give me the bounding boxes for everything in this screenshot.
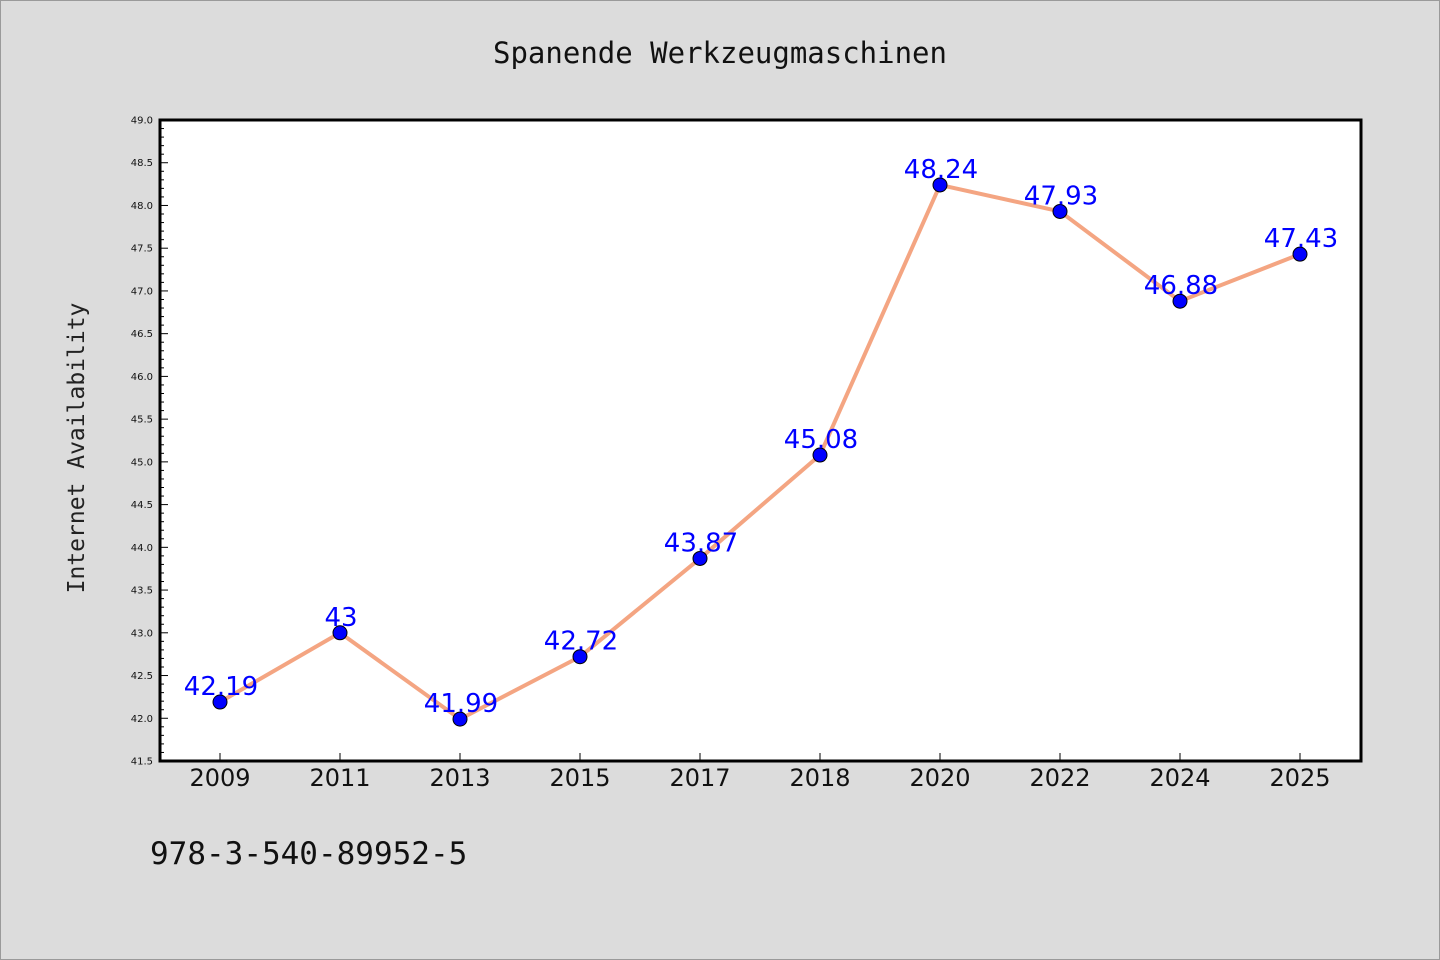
data-point — [452, 711, 468, 727]
data-point — [1052, 203, 1068, 219]
x-tick-label: 2025 — [1269, 764, 1330, 792]
data-label: 41.99 — [424, 689, 498, 719]
y-tick-label: 46.5 — [131, 329, 153, 340]
y-tick-label: 45.0 — [131, 457, 153, 468]
data-point — [332, 625, 348, 641]
data-label: 45.08 — [784, 425, 858, 455]
data-point — [812, 447, 828, 463]
footer-isbn: 978-3-540-89952-5 — [150, 836, 467, 872]
data-label: 43 — [324, 603, 357, 633]
data-point — [1292, 246, 1308, 262]
data-label: 42.19 — [184, 672, 258, 702]
y-tick-label: 44.0 — [131, 543, 153, 554]
y-tick-label: 44.5 — [131, 500, 153, 511]
x-tick-label: 2009 — [189, 764, 250, 792]
x-tick-label: 2013 — [429, 764, 490, 792]
series-layer — [212, 177, 1308, 727]
data-label: 46.88 — [1144, 271, 1218, 301]
chart-title: Spanende Werkzeugmaschinen — [493, 36, 947, 70]
x-tick-label: 2011 — [309, 764, 370, 792]
data-point — [932, 177, 948, 193]
data-point — [1172, 293, 1188, 309]
y-tick-label: 46.0 — [131, 372, 153, 383]
y-tick-label: 42.0 — [131, 714, 153, 725]
x-tick-label: 2018 — [789, 764, 850, 792]
plot-border — [158, 118, 1363, 763]
data-label: 47.43 — [1264, 224, 1338, 254]
y-tick-label: 48.5 — [131, 158, 153, 169]
y-tick-label: 42.5 — [131, 671, 153, 682]
x-tick-label: 2020 — [909, 764, 970, 792]
y-tick-label: 48.0 — [131, 201, 153, 212]
y-axis-label: Internet Availability — [64, 303, 90, 594]
x-tick-label: 2015 — [549, 764, 610, 792]
data-label: 42.72 — [544, 627, 618, 657]
y-tick-label: 43.5 — [131, 586, 153, 597]
data-point — [692, 550, 708, 566]
y-tick-label: 41.5 — [131, 757, 153, 768]
data-point — [572, 649, 588, 665]
data-label-layer: 42.19 43 41.99 42.72 43.87 45.08 48.24 47.93 46.… — [184, 155, 1338, 719]
x-axis-ticks: 2009 2011 2013 2015 2017 2018 2020 2022 2024 2025 — [189, 753, 1331, 792]
plot-area — [160, 120, 1361, 761]
x-tick-label: 2017 — [669, 764, 730, 792]
y-tick-label: 45.5 — [131, 415, 153, 426]
y-tick-label: 49.0 — [131, 116, 153, 127]
y-tick-label: 47.5 — [131, 244, 153, 255]
data-label: 43.87 — [664, 528, 738, 558]
x-tick-label: 2024 — [1149, 764, 1210, 792]
y-tick-label: 47.0 — [131, 286, 153, 297]
x-tick-label: 2022 — [1029, 764, 1090, 792]
y-tick-label: 43.0 — [131, 628, 153, 639]
series-line — [218, 182, 1302, 722]
data-label: 48.24 — [904, 155, 978, 185]
data-label: 47.93 — [1024, 181, 1098, 211]
data-point — [212, 694, 228, 710]
